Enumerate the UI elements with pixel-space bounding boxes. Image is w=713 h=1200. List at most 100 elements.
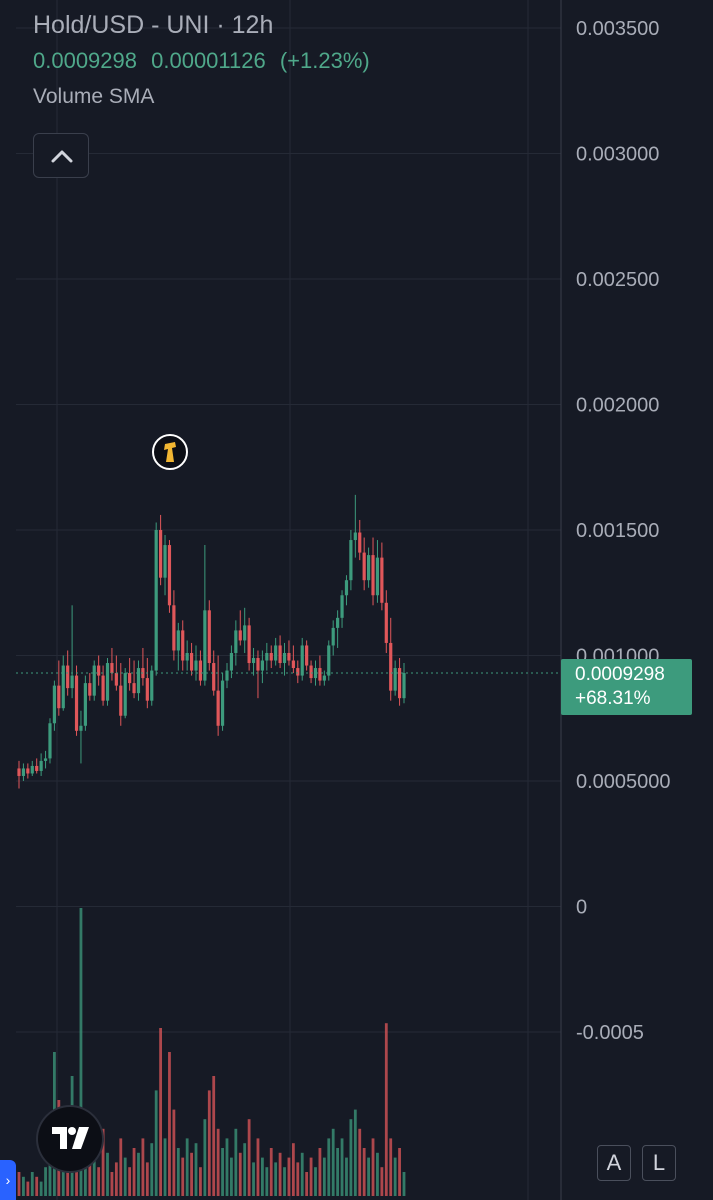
candle[interactable] bbox=[154, 522, 158, 676]
candle[interactable] bbox=[97, 655, 101, 686]
candle[interactable] bbox=[260, 650, 264, 684]
candle[interactable] bbox=[327, 640, 331, 681]
candle[interactable] bbox=[163, 535, 167, 596]
candle[interactable] bbox=[397, 658, 402, 706]
candle[interactable] bbox=[88, 673, 92, 701]
candle[interactable] bbox=[79, 710, 83, 764]
candle[interactable] bbox=[172, 590, 176, 661]
candle[interactable] bbox=[212, 650, 216, 696]
candle[interactable] bbox=[83, 675, 87, 731]
candle[interactable] bbox=[203, 545, 207, 686]
candle[interactable] bbox=[39, 753, 43, 776]
candle[interactable] bbox=[340, 590, 344, 628]
candle[interactable] bbox=[402, 663, 406, 704]
candle[interactable] bbox=[238, 610, 242, 646]
candle-body bbox=[123, 673, 127, 716]
candle[interactable] bbox=[48, 718, 52, 764]
candle[interactable] bbox=[181, 620, 185, 671]
candle[interactable] bbox=[389, 617, 393, 701]
candle[interactable] bbox=[278, 635, 282, 669]
candle[interactable] bbox=[26, 763, 30, 779]
candle[interactable] bbox=[393, 660, 397, 696]
log-scale-button[interactable]: L bbox=[642, 1145, 676, 1181]
candle[interactable] bbox=[167, 540, 172, 613]
candle[interactable] bbox=[194, 645, 198, 681]
candle[interactable] bbox=[225, 663, 229, 689]
candle[interactable] bbox=[265, 642, 269, 671]
candle[interactable] bbox=[207, 600, 211, 671]
candle[interactable] bbox=[269, 645, 273, 669]
candlesticks[interactable] bbox=[17, 494, 406, 789]
volume-bar bbox=[371, 1138, 375, 1196]
candle[interactable] bbox=[282, 642, 287, 676]
candle[interactable] bbox=[30, 760, 34, 776]
candle[interactable] bbox=[384, 590, 388, 653]
candle[interactable] bbox=[336, 610, 340, 648]
candle[interactable] bbox=[251, 647, 256, 676]
tradingview-logo-icon[interactable] bbox=[38, 1107, 102, 1171]
candle[interactable] bbox=[141, 647, 145, 686]
candle[interactable] bbox=[216, 655, 220, 736]
candle[interactable] bbox=[185, 640, 189, 671]
candle[interactable] bbox=[243, 607, 247, 653]
candle[interactable] bbox=[380, 542, 384, 611]
price-axis[interactable]: 0.003500 0.003000 0.002500 0.002000 0.001500… bbox=[576, 18, 671, 1044]
candle[interactable] bbox=[198, 650, 203, 686]
auto-scale-button[interactable]: A bbox=[597, 1145, 631, 1181]
candle[interactable] bbox=[145, 658, 149, 709]
candle[interactable] bbox=[123, 668, 127, 719]
candle[interactable] bbox=[375, 540, 380, 603]
candle[interactable] bbox=[52, 680, 57, 731]
candle[interactable] bbox=[159, 514, 163, 586]
candle[interactable] bbox=[353, 494, 357, 558]
candle[interactable] bbox=[220, 673, 225, 731]
candle[interactable] bbox=[313, 660, 318, 686]
candle[interactable] bbox=[35, 758, 39, 774]
candle[interactable] bbox=[189, 642, 194, 676]
candle[interactable] bbox=[362, 537, 366, 591]
candle[interactable] bbox=[234, 620, 238, 666]
collapse-legend-button[interactable] bbox=[33, 133, 89, 178]
indicator-label[interactable]: Volume SMA bbox=[33, 85, 155, 108]
candle[interactable] bbox=[61, 655, 65, 711]
candle[interactable] bbox=[349, 530, 353, 591]
symbol-title[interactable]: Hold/USD - UNI · 12h bbox=[33, 11, 274, 39]
candle[interactable] bbox=[344, 575, 349, 606]
candle[interactable] bbox=[21, 763, 26, 781]
candle[interactable] bbox=[74, 665, 79, 736]
candle[interactable] bbox=[309, 660, 313, 684]
candle[interactable] bbox=[358, 519, 362, 561]
candle[interactable] bbox=[274, 637, 278, 666]
candle[interactable] bbox=[300, 637, 304, 681]
candle[interactable] bbox=[110, 647, 114, 681]
candle[interactable] bbox=[136, 660, 141, 701]
candle[interactable] bbox=[92, 660, 96, 701]
candle[interactable] bbox=[128, 658, 132, 691]
candle[interactable] bbox=[287, 640, 291, 666]
candle[interactable] bbox=[318, 655, 322, 686]
candle[interactable] bbox=[119, 663, 123, 726]
drawer-toggle-button[interactable]: › bbox=[0, 1160, 16, 1200]
candle[interactable] bbox=[305, 640, 309, 671]
candle[interactable] bbox=[291, 645, 295, 674]
candle[interactable] bbox=[70, 605, 74, 699]
candle[interactable] bbox=[247, 617, 251, 671]
candle[interactable] bbox=[176, 622, 180, 671]
candle[interactable] bbox=[57, 660, 61, 716]
candle[interactable] bbox=[371, 537, 375, 606]
volume-bar bbox=[278, 1152, 282, 1196]
candle[interactable] bbox=[366, 547, 371, 588]
candle[interactable] bbox=[296, 660, 300, 684]
candle[interactable] bbox=[256, 650, 260, 699]
candle[interactable] bbox=[331, 620, 335, 656]
candle[interactable] bbox=[132, 660, 136, 699]
candle[interactable] bbox=[101, 665, 105, 706]
candle[interactable] bbox=[150, 665, 154, 706]
candle[interactable] bbox=[17, 760, 21, 789]
candle[interactable] bbox=[322, 670, 326, 686]
candle[interactable] bbox=[43, 750, 48, 769]
candle[interactable] bbox=[105, 658, 110, 706]
event-marker-icon[interactable] bbox=[152, 434, 188, 470]
